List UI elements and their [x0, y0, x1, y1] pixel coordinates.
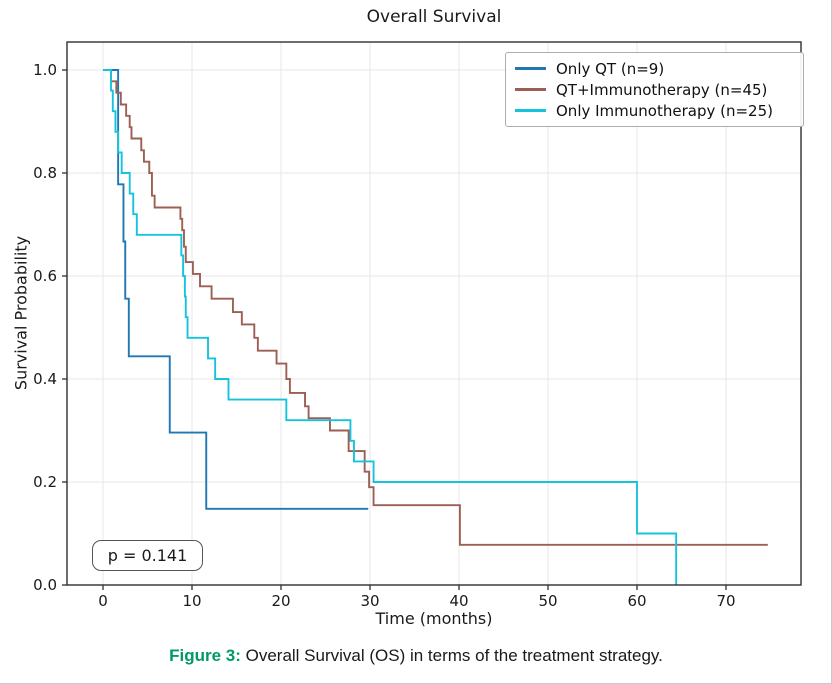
legend-item-qt-immunotherapy: QT+Immunotherapy (n=45)	[515, 81, 794, 99]
legend-line-swatch	[515, 88, 546, 91]
caption-text: Overall Survival (OS) in terms of the tr…	[240, 646, 663, 665]
figure-caption: Figure 3: Overall Survival (OS) in terms…	[0, 646, 831, 666]
survival-curve-qt-immunotherapy	[103, 69, 768, 546]
x-tick-label: 50	[538, 592, 557, 610]
y-axis-label: Survival Probability	[11, 235, 31, 391]
legend-line-swatch	[515, 109, 546, 112]
x-tick-label: 10	[182, 592, 201, 610]
y-tick-label: 0.2	[33, 473, 57, 491]
legend-line-swatch	[515, 67, 546, 70]
x-tick-label: 60	[627, 592, 646, 610]
legend-item-only-immunotherapy: Only Immunotherapy (n=25)	[515, 102, 794, 120]
legend-label: Only QT (n=9)	[556, 59, 665, 78]
x-axis-label: Time (months)	[375, 609, 493, 628]
y-tick-label: 0.8	[33, 164, 57, 182]
x-tick-label: 70	[716, 592, 735, 610]
legend-label: Only Immunotherapy (n=25)	[556, 101, 773, 120]
survival-plot: 0 10 20 30 40 50 60 70 0.0 0.2 0.4 0.6 0.8 1.0	[33, 41, 802, 610]
legend-item-only-qt: Only QT (n=9)	[515, 60, 794, 78]
p-value-annotation: p = 0.141	[92, 540, 203, 571]
legend-label: QT+Immunotherapy (n=45)	[556, 80, 768, 99]
y-tick-label: 0.0	[33, 576, 57, 594]
plot-border	[66, 41, 802, 586]
x-tick-label: 20	[271, 592, 290, 610]
x-tick-label: 0	[98, 592, 108, 610]
y-tick-label: 0.4	[33, 370, 57, 388]
legend: Only QT (n=9) QT+Immunotherapy (n=45) Only…	[505, 52, 804, 127]
x-tick-label: 30	[360, 592, 379, 610]
survival-curve-only-immunotherapy	[103, 69, 678, 585]
y-tick-label: 0.6	[33, 267, 57, 285]
y-tick-label: 1.0	[33, 61, 57, 79]
caption-label: Figure 3:	[169, 646, 241, 665]
chart-title: Overall Survival	[366, 7, 502, 27]
p-value-text: p = 0.141	[107, 546, 188, 565]
survival-curve-only-qt	[103, 69, 369, 510]
x-tick-label: 40	[449, 592, 468, 610]
